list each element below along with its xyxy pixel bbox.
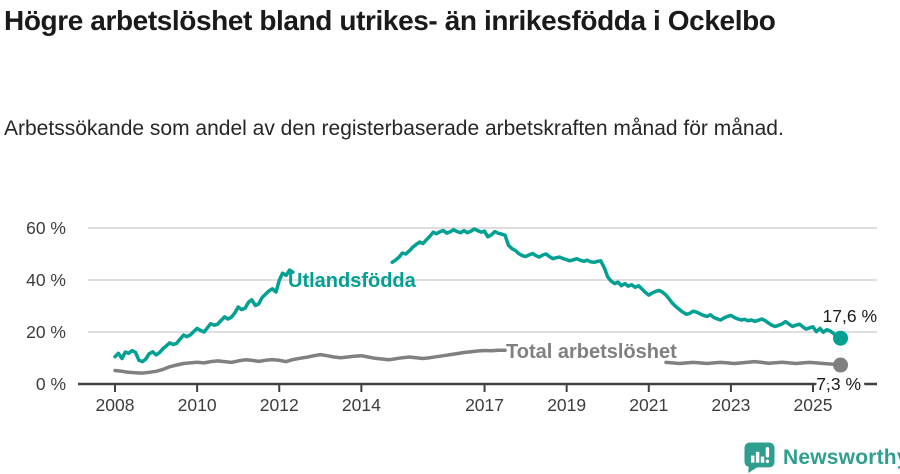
series-end-dot [833, 330, 849, 346]
series-line-utlandsf-dda [113, 268, 295, 364]
x-tick-label: 2010 [178, 395, 217, 415]
x-tick-label: 2025 [794, 395, 833, 415]
line-chart: 0 % 20 % 40 % 60 % 2008 2010 2012 2014 2017 2019 2… [26, 218, 877, 415]
y-tick-label: 40 % [26, 270, 66, 290]
series-end-dot [833, 357, 849, 373]
brand-footer: Newsworthy [744, 442, 900, 473]
x-tick-label: 2019 [547, 395, 586, 415]
end-value-label-utlandsfodda: 17,6 % [823, 306, 877, 326]
y-tick-label: 60 % [26, 218, 66, 238]
x-tick-label: 2017 [465, 395, 504, 415]
page-title: Högre arbetslöshet bland utrikes- än inr… [4, 5, 776, 36]
series-line-utlandsf-dda [390, 227, 843, 340]
y-tick-label: 20 % [26, 322, 66, 342]
x-tick-label: 2023 [711, 395, 750, 415]
brand-name: Newsworthy [783, 445, 900, 469]
series-label-utlandsfodda: Utlandsfödda [288, 270, 417, 292]
series-label-total-arbetsloshet: Total arbetslöshet [506, 341, 677, 363]
chart-subtitle: Arbetssökande som andel av den registerb… [4, 117, 784, 140]
end-value-label-total-arbetsloshet: 7,3 % [816, 374, 861, 394]
y-tick-label: 0 % [36, 374, 66, 394]
x-tick-label: 2012 [260, 395, 299, 415]
series-line-total-arbetsl-shet [113, 348, 507, 375]
x-tick-label: 2014 [342, 395, 381, 415]
x-tick-label: 2021 [629, 395, 668, 415]
newsworthy-logo-icon [744, 442, 775, 473]
series-line-total-arbetsl-shet [664, 359, 843, 367]
x-tick-label: 2008 [96, 395, 135, 415]
